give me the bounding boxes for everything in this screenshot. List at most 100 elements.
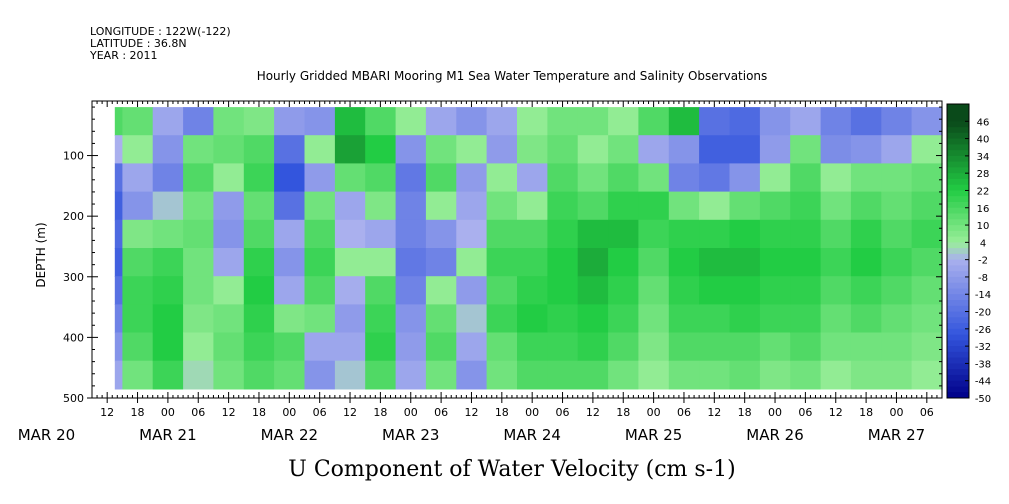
heatmap-cell: [790, 219, 822, 249]
heatmap-cell: [577, 276, 609, 305]
heatmap-cell: [274, 276, 306, 305]
colorbar-label: -32: [975, 342, 991, 353]
heatmap-cell: [114, 304, 123, 334]
heatmap-cell: [365, 304, 397, 334]
heatmap-cell: [486, 191, 518, 221]
heatmap-cell: [365, 248, 397, 277]
heatmap-cell: [456, 135, 488, 164]
heatmap-cell: [114, 360, 123, 390]
colorbar-label: 34: [977, 152, 990, 163]
x-tick-label: 00: [889, 406, 903, 419]
heatmap-cell: [243, 304, 275, 334]
heatmap-cell: [608, 163, 640, 193]
colorbar-frame: [946, 103, 970, 399]
colorbar-swatch: [947, 380, 969, 387]
heatmap-cell: [850, 135, 882, 164]
x-axis: 12 18 00 06 12 18 00 06 12 18 00 06 12 18 00 06 12 18 00 06…: [18, 101, 943, 444]
colorbar-swatch: [947, 288, 969, 295]
x-tick-label: 12: [343, 406, 357, 419]
heatmap-cell: [911, 163, 943, 193]
heatmap-cell: [547, 276, 579, 305]
heatmap-cell: [517, 360, 548, 390]
heatmap-cell: [850, 304, 882, 334]
heatmap-cell: [425, 248, 457, 277]
heatmap-cell: [304, 219, 336, 249]
heatmap-cell: [425, 163, 457, 193]
x-tick-label: 00: [525, 406, 539, 419]
heatmap-cell: [668, 332, 700, 362]
colorbar-label: -2: [978, 256, 988, 267]
heatmap-cell: [850, 219, 882, 249]
x-tick-label: 18: [859, 406, 873, 419]
heatmap-cell: [334, 360, 366, 390]
colorbar-label: -14: [975, 290, 991, 301]
colorbar-swatch: [947, 167, 969, 174]
x-tick-label: 06: [677, 406, 691, 419]
heatmap-cell: [729, 360, 761, 390]
heatmap-cell: [668, 219, 700, 249]
heatmap-cell: [456, 304, 488, 334]
heatmap-cell: [638, 135, 670, 164]
y-tick-label: 400: [63, 331, 84, 344]
heatmap-cell: [517, 135, 548, 164]
heatmap-cell: [729, 107, 761, 136]
heatmap-cell: [395, 304, 427, 334]
colorbar-swatch: [947, 351, 969, 359]
colorbar-swatch: [947, 369, 969, 376]
heatmap-cell: [517, 332, 548, 362]
heatmap-cell: [881, 219, 913, 249]
colorbar-swatch: [947, 294, 969, 301]
x-tick-label: 00: [647, 406, 661, 419]
heatmap-cell: [759, 163, 791, 193]
colorbar-swatch: [947, 196, 969, 203]
heatmap-cell: [881, 135, 913, 164]
heatmap-cell: [152, 163, 184, 193]
colorbar-swatch: [947, 357, 969, 364]
heatmap-cell: [820, 276, 852, 305]
heatmap-cell: [183, 276, 215, 305]
heatmap-cell: [152, 191, 184, 221]
heatmap-cell: [274, 332, 306, 362]
y-axis: 100 200 300 400 500: [63, 106, 942, 405]
heatmap-cell: [850, 191, 882, 221]
heatmap-cell: [699, 360, 731, 390]
x-tick-label: 00: [282, 406, 296, 419]
colorbar-swatch: [947, 202, 969, 209]
y-tick-label: 100: [63, 150, 84, 163]
heatmap-cell: [547, 163, 579, 193]
heatmap-cell: [759, 135, 791, 164]
x-tick-label: 00: [161, 406, 175, 419]
x-tick-label: 00: [404, 406, 418, 419]
heatmap-cell: [304, 135, 336, 164]
heatmap-cell: [114, 107, 123, 136]
colorbar-swatch: [947, 282, 969, 289]
heatmap-cell: [183, 304, 215, 334]
heatmap-cell: [911, 332, 943, 362]
colorbar-label: 46: [977, 117, 990, 128]
heatmap-cell: [790, 107, 822, 136]
heatmap-cell: [395, 135, 427, 164]
heatmap-cell: [668, 304, 700, 334]
x-tick-label: 06: [556, 406, 570, 419]
colorbar-label: 28: [977, 169, 990, 180]
heatmap-cell: [759, 276, 791, 305]
heatmap-cell: [790, 248, 822, 277]
heatmap-cell: [152, 248, 184, 277]
colorbar-swatch: [947, 178, 969, 186]
y-tick-label: 200: [63, 210, 84, 223]
heatmap-cell: [699, 219, 731, 249]
heatmap-cell: [517, 304, 548, 334]
heatmap-cell: [304, 107, 336, 136]
heatmap-cell: [790, 360, 822, 390]
colorbar-label: 4: [980, 238, 986, 249]
colorbar-swatch: [947, 132, 969, 140]
x-day-label: MAR 26: [746, 426, 803, 444]
colorbar-label: 16: [977, 204, 990, 215]
colorbar-label: -44: [975, 377, 991, 388]
heatmap-cell: [122, 191, 154, 221]
heatmap-cell: [577, 304, 609, 334]
heatmap-cell: [881, 163, 913, 193]
heatmap-cell: [395, 219, 427, 249]
heatmap-cell: [183, 332, 215, 362]
heatmap-cell: [547, 107, 579, 136]
